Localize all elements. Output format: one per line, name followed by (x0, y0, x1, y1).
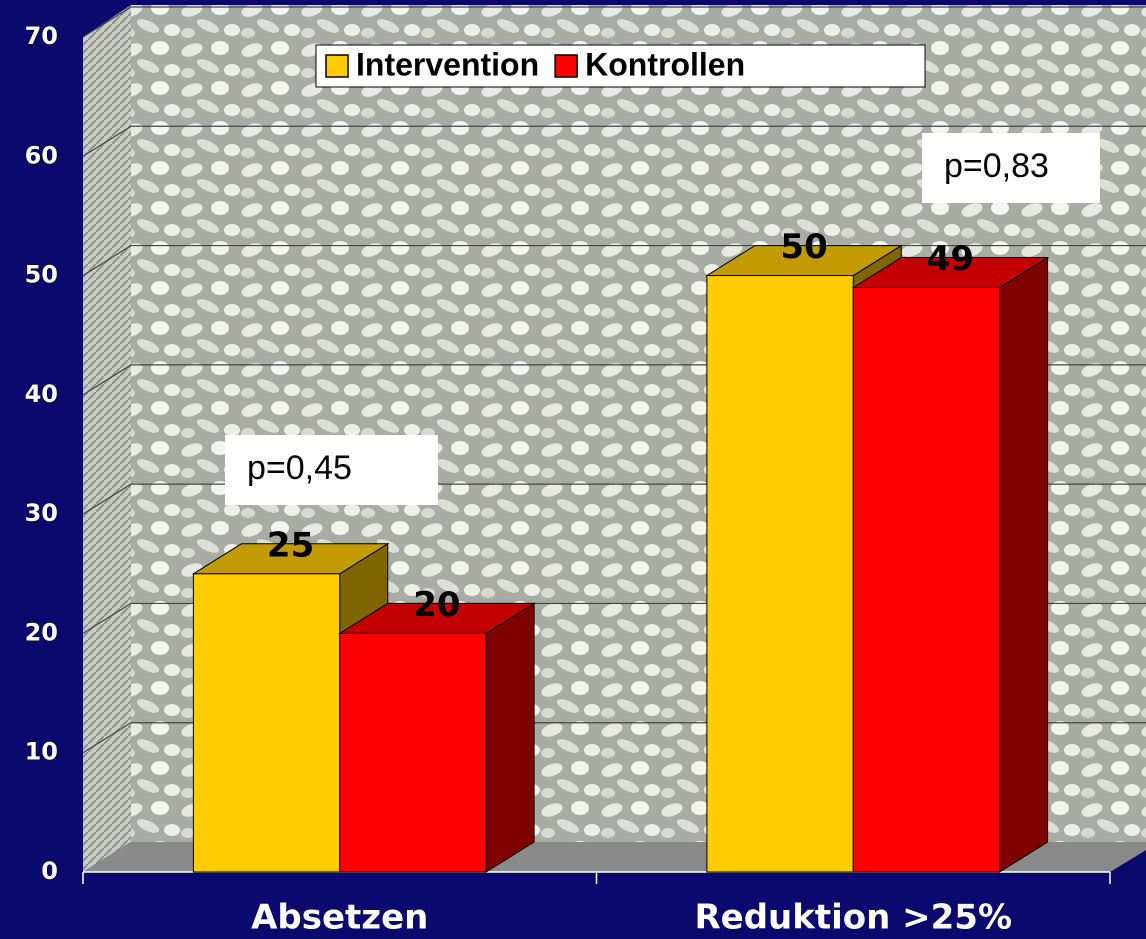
value-label: 25 (267, 525, 314, 565)
legend-label: Intervention (356, 46, 539, 82)
y-tick-label: 30 (25, 499, 58, 527)
bar-side (999, 256, 1049, 873)
bar (852, 287, 1001, 873)
y-tick-label: 20 (25, 618, 58, 646)
x-tick-label: Absetzen (251, 898, 428, 938)
x-tick-label: Reduktion >25% (694, 898, 1012, 938)
grid-line (82, 125, 1146, 157)
legend-box (315, 44, 926, 88)
y-tick-label: 50 (25, 261, 58, 289)
value-label: 50 (780, 227, 827, 267)
annotation: p=0,45 (247, 449, 352, 487)
annotation: p=0,83 (944, 147, 1049, 185)
y-tick-label: 70 (25, 22, 58, 50)
legend-label: Kontrollen (585, 46, 745, 82)
side-wall (83, 5, 131, 872)
bar (706, 275, 854, 873)
annotation-box (922, 133, 1100, 203)
value-label: 20 (413, 585, 460, 625)
annotation-box (225, 435, 438, 505)
grid-line (82, 6, 1146, 38)
bar (192, 573, 341, 873)
y-tick-label: 60 (25, 141, 58, 169)
legend: Intervention Kontrollen (315, 44, 926, 88)
value-label: 49 (927, 239, 974, 279)
y-tick-label: 40 (25, 380, 58, 408)
legend-swatch (554, 54, 578, 78)
y-tick-label: 10 (25, 738, 58, 766)
legend-swatch (325, 54, 349, 78)
bar-side (485, 602, 535, 873)
y-tick-label: 0 (41, 857, 58, 885)
bar (339, 632, 487, 873)
